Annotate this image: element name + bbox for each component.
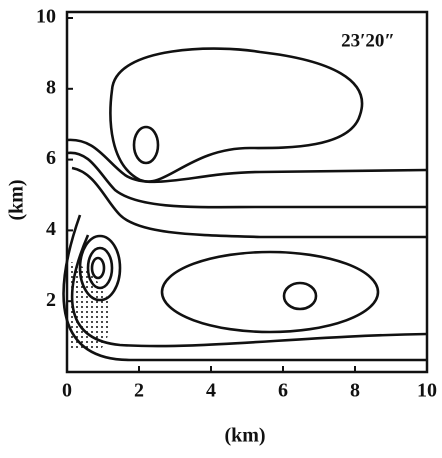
annotation: 23′20″: [341, 30, 395, 51]
y-axis-label: (km): [6, 179, 28, 220]
x-tick-label: 2: [134, 380, 144, 402]
y-tick-label: 2: [46, 289, 56, 311]
x-tick-label: 4: [206, 380, 216, 402]
y-tick-label: 6: [46, 147, 56, 169]
y-tick-label: 10: [36, 6, 56, 28]
x-tick-label: 10: [417, 380, 437, 402]
x-tick-label: 8: [350, 380, 360, 402]
contours: [62, 47, 428, 362]
plot-frame: [65, 10, 429, 374]
x-tick-label: 6: [278, 380, 288, 402]
y-tick-label: 4: [46, 218, 56, 240]
x-tick-label: 0: [62, 380, 72, 402]
x-axis-label: (km): [224, 425, 265, 447]
y-tick-label: 8: [46, 76, 56, 98]
